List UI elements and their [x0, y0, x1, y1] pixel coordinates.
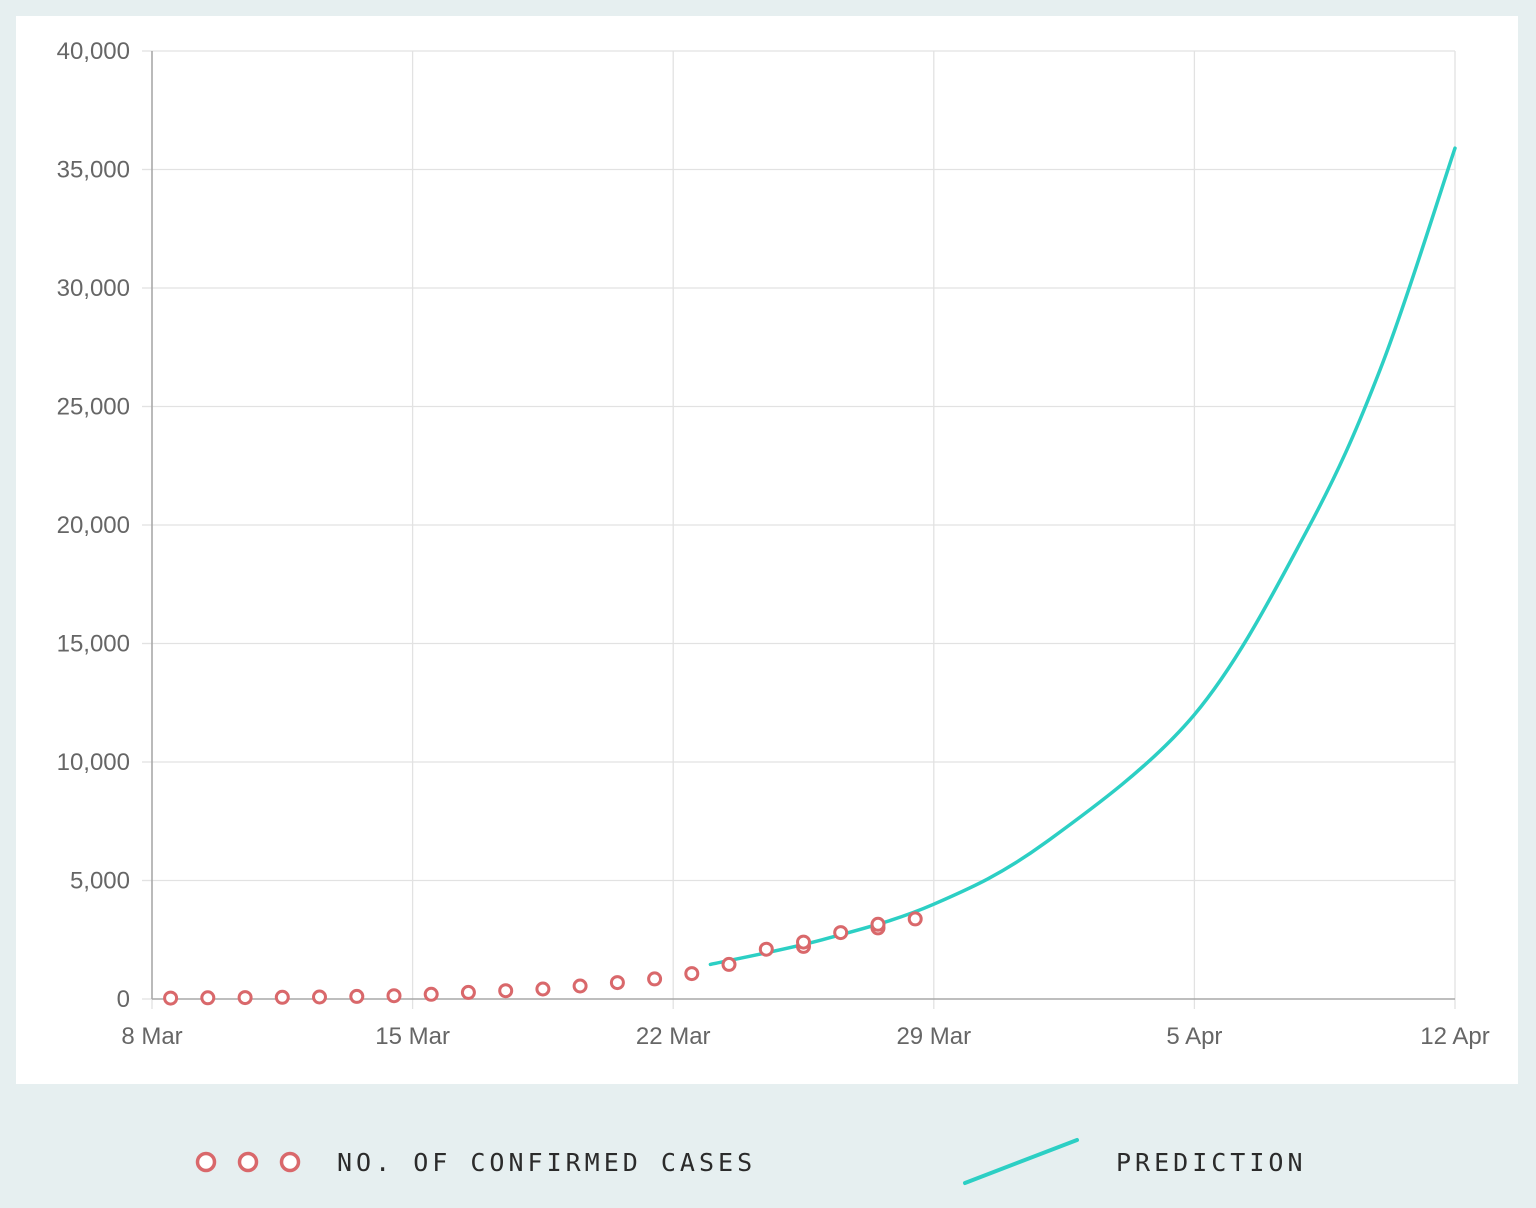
confirmed-case-point [870, 916, 886, 932]
confirmed-case-point [423, 986, 439, 1002]
confirmed-case-point [647, 971, 663, 987]
legend-marker-confirmed-2 [237, 1151, 259, 1173]
confirmed-case-point [796, 934, 811, 950]
legend: NO. OF CONFIRMED CASES PREDICTION [195, 1138, 1307, 1185]
y-tick-label: 40,000 [57, 38, 130, 65]
y-tick-label: 30,000 [57, 275, 130, 302]
x-tick-label: 22 Mar [636, 1023, 711, 1050]
y-tick-label: 10,000 [57, 749, 130, 776]
legend-marker-confirmed-1 [195, 1151, 217, 1173]
confirmed-case-point [758, 941, 774, 957]
legend-marker-confirmed-3 [279, 1151, 301, 1173]
confirmed-case-point [498, 983, 514, 999]
y-tick-label: 5,000 [70, 868, 130, 895]
chart-panel [16, 16, 1518, 1084]
x-tick-label: 12 Apr [1420, 1023, 1489, 1050]
confirmed-case-point [237, 990, 253, 1006]
confirmed-case-point [609, 975, 625, 991]
legend-label-confirmed-cases: NO. OF CONFIRMED CASES [337, 1148, 756, 1177]
confirmed-case-point [460, 984, 476, 1000]
y-tick-label: 20,000 [57, 512, 130, 539]
y-tick-label: 25,000 [57, 394, 130, 421]
confirmed-case-point [200, 990, 216, 1006]
x-tick-label: 15 Mar [375, 1023, 450, 1050]
confirmed-case-point [907, 911, 923, 927]
confirmed-case-point [386, 988, 402, 1004]
x-tick-label: 8 Mar [121, 1023, 182, 1050]
y-tick-label: 35,000 [57, 157, 130, 184]
axis-layer: 0 5,000 10,000 15,000 20,000 25,000 30,000 35,0… [57, 38, 1490, 1050]
confirmed-case-point [163, 990, 179, 1006]
confirmed-case-point [833, 925, 849, 941]
legend-item-confirmed-cases: NO. OF CONFIRMED CASES [195, 1148, 756, 1177]
legend-label-prediction: PREDICTION [1116, 1148, 1307, 1177]
legend-item-prediction: PREDICTION [963, 1138, 1307, 1185]
confirmed-cases-series [163, 911, 923, 1006]
confirmed-case-point [721, 956, 737, 972]
legend-marker-prediction-line [963, 1138, 1079, 1185]
x-tick-label: 29 Mar [896, 1023, 971, 1050]
prediction-line [708, 146, 1457, 967]
grid-layer [152, 50, 1456, 999]
confirmed-case-point [572, 978, 588, 994]
prediction-series [708, 146, 1457, 967]
confirmed-case-point [349, 988, 365, 1004]
confirmed-case-point [684, 966, 700, 982]
x-tick-label: 5 Apr [1166, 1023, 1222, 1050]
confirmed-case-point [312, 989, 327, 1005]
y-tick-label: 0 [117, 986, 130, 1013]
y-tick-label: 15,000 [57, 631, 130, 658]
confirmed-case-point [535, 981, 551, 997]
confirmed-case-point [274, 989, 290, 1005]
